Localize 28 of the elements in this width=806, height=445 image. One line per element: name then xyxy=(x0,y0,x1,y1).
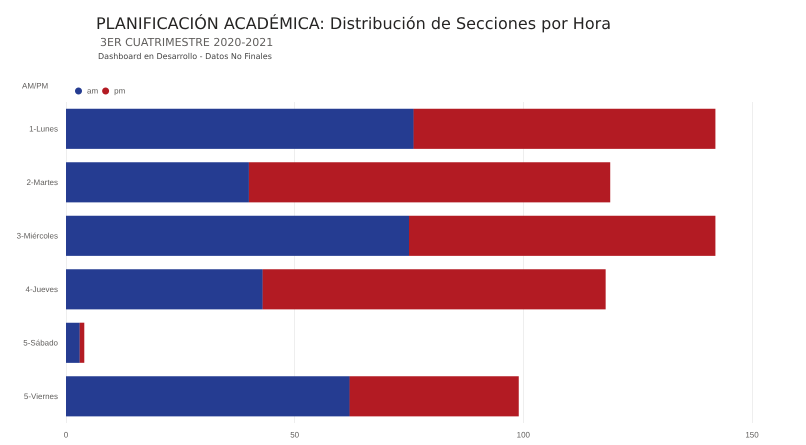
legend-title: AM/PM xyxy=(22,82,49,90)
legend-label: pm xyxy=(114,86,126,96)
text: Dashboard en Desarrollo - Datos No Finales xyxy=(98,52,272,61)
bar xyxy=(66,216,409,256)
bar xyxy=(248,162,610,202)
bar xyxy=(66,376,350,416)
chart-subtitle: 3ER CUATRIMESTRE 2020-2021 xyxy=(100,36,274,49)
bar xyxy=(66,108,414,149)
x-tick-label: 100 xyxy=(516,430,531,440)
bar xyxy=(262,269,606,310)
x-tick-label: 150 xyxy=(745,430,760,440)
x-tick-label: 0 xyxy=(64,430,69,440)
bar xyxy=(66,162,249,202)
bar xyxy=(66,269,263,310)
y-tick-label: 2-Martes xyxy=(26,178,58,187)
bar xyxy=(414,108,716,149)
bar xyxy=(409,216,716,256)
y-tick-label: 5-Viernes xyxy=(24,392,58,401)
y-tick-label: 5-Sábado xyxy=(23,338,59,348)
y-tick-label: 4-Jueves xyxy=(26,284,58,294)
bar xyxy=(350,376,519,416)
bar xyxy=(66,322,80,363)
legend-label: am xyxy=(87,86,98,96)
chart-title: PLANIFICACIÓN ACADÉMICA: Distribución de Secciones por Hora xyxy=(96,14,611,33)
y-tick-label: 3-Miércoles xyxy=(16,231,58,240)
bar xyxy=(80,322,84,363)
x-tick-label: 50 xyxy=(290,430,300,440)
y-tick-label: 1-Lunes xyxy=(29,124,58,134)
